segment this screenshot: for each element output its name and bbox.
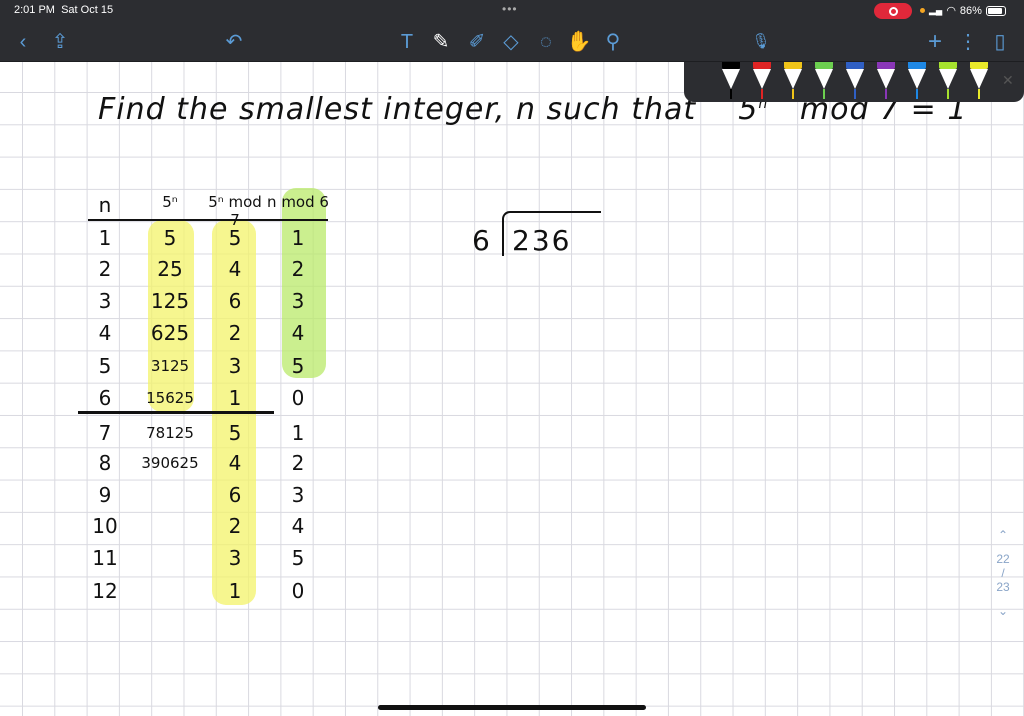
close-palette-icon[interactable]: ✕ [1002, 72, 1014, 88]
table-cell: 4 [291, 514, 305, 538]
table-cell: 12 [92, 579, 118, 603]
pen-color-swatch[interactable] [970, 62, 988, 99]
more-icon[interactable]: ⋮ [958, 31, 978, 53]
table-cell: 6 [228, 289, 242, 313]
microphone-icon[interactable]: 🎙 [751, 33, 771, 50]
table-cell: 390625 [141, 454, 199, 472]
division-bracket [502, 211, 601, 256]
table-cell: 5 [291, 354, 305, 378]
total-pages: 23 [996, 580, 1010, 594]
table-cell: 2 [228, 321, 242, 345]
home-indicator[interactable] [378, 705, 646, 710]
table-cell: 15625 [146, 389, 194, 407]
table-cell: 25 [157, 257, 183, 281]
table-cell: 11 [92, 546, 118, 570]
pen-color-swatch[interactable] [753, 62, 771, 99]
table-cell: 3125 [150, 357, 190, 375]
table-cell: 1 [291, 226, 305, 250]
share-icon[interactable]: ⇪ [51, 31, 69, 53]
pen-color-swatch[interactable] [784, 62, 802, 99]
status-indicators: ▂▄ ◠ 86% [920, 4, 1006, 17]
mic-in-use-icon [920, 8, 925, 13]
screen-record-icon[interactable] [874, 3, 912, 19]
table-cell: 1 [291, 421, 305, 445]
table-cell: 78125 [146, 424, 194, 442]
table-cell: 5 [228, 421, 242, 445]
text-tool-icon[interactable]: T [400, 31, 414, 53]
cycle-divider-line [78, 411, 274, 414]
pen-color-swatch[interactable] [877, 62, 895, 99]
table-cell: 3 [291, 289, 305, 313]
table-cell: 5 [291, 546, 305, 570]
table-cell: 2 [98, 257, 112, 281]
table-cell: 4 [228, 451, 242, 475]
table-cell: 8 [98, 451, 112, 475]
table-cell: 3 [98, 289, 112, 313]
table-cell: 3 [291, 483, 305, 507]
division-divisor: 6 [472, 224, 490, 257]
table-cell: 5 [228, 226, 242, 250]
table-cell: 4 [228, 257, 242, 281]
table-cell: 9 [98, 483, 112, 507]
undo-icon[interactable]: ↶ [225, 31, 243, 53]
eraser-tool-icon[interactable]: ◇ [503, 31, 519, 53]
pen-color-swatch[interactable] [908, 62, 926, 99]
page-indicator[interactable]: ⌃ 22 / 23 ⌄ [988, 528, 1018, 618]
pen-tool-icon[interactable]: ✎ [432, 31, 450, 53]
table-cell: 6 [98, 386, 112, 410]
table-cell: 1 [98, 226, 112, 250]
pen-color-palette: ✕ [684, 62, 1024, 102]
table-cell: 4 [291, 321, 305, 345]
table-cell: 1 [228, 386, 242, 410]
table-cell: 6 [228, 483, 242, 507]
table-cell: 5 [98, 354, 112, 378]
page-separator: / [1001, 566, 1005, 580]
pages-icon[interactable]: ▯ [994, 31, 1006, 53]
table-cell: 125 [150, 289, 190, 313]
page-down-icon[interactable]: ⌄ [997, 604, 1009, 618]
table-header: 5ⁿ mod 7 [208, 193, 262, 229]
laser-pointer-icon[interactable]: ⚲ [605, 31, 621, 53]
add-page-icon[interactable]: + [927, 28, 942, 55]
signal-icon: ▂▄ [929, 5, 943, 15]
table-cell: 3 [228, 354, 242, 378]
table-cell: 2 [291, 257, 305, 281]
table-cell: 7 [98, 421, 112, 445]
table-cell: 0 [291, 579, 305, 603]
table-header: n mod 6 [267, 193, 329, 211]
pen-color-swatch[interactable] [939, 62, 957, 99]
table-cell: 10 [92, 514, 118, 538]
header-rule [88, 219, 328, 221]
status-time: 2:01 PM Sat Oct 15 [14, 4, 114, 16]
highlight-5n [148, 220, 194, 412]
table-cell: 625 [150, 321, 190, 345]
table-cell: 1 [228, 579, 242, 603]
page-up-icon[interactable]: ⌃ [997, 528, 1009, 542]
table-cell: 2 [291, 451, 305, 475]
table-cell: 4 [98, 321, 112, 345]
wifi-icon: ◠ [946, 5, 956, 17]
table-cell: 0 [291, 386, 305, 410]
pen-color-swatch[interactable] [846, 62, 864, 99]
pen-color-swatch[interactable] [722, 62, 740, 99]
note-page[interactable] [0, 62, 1024, 716]
table-cell: 2 [228, 514, 242, 538]
status-bar: 2:01 PM Sat Oct 15 ••• ▂▄ ◠ 86% [0, 0, 1024, 22]
battery-icon [985, 5, 1006, 16]
lasso-tool-icon[interactable]: ◌ [540, 31, 552, 53]
division-dividend: 236 [512, 224, 572, 257]
multitasking-dots-icon[interactable]: ••• [502, 2, 518, 16]
table-header: 5ⁿ [162, 193, 178, 211]
current-page: 22 [996, 552, 1010, 566]
battery-percent: 86% [959, 4, 982, 17]
back-chevron-icon[interactable]: ‹ [19, 31, 27, 53]
highlighter-tool-icon[interactable]: ✐ [468, 31, 486, 53]
shapes-tool-icon[interactable]: ✋ [566, 31, 592, 53]
table-header: n [98, 193, 112, 217]
highlight-n-mod6 [282, 188, 326, 378]
table-cell: 5 [163, 226, 177, 250]
pen-color-swatch[interactable] [815, 62, 833, 99]
toolbar: ‹ ⇪ ↶ T ✎ ✐ ◇ ◌ ✋ ⚲ 🎙 + ⋮ ▯ [0, 22, 1024, 62]
table-cell: 3 [228, 546, 242, 570]
